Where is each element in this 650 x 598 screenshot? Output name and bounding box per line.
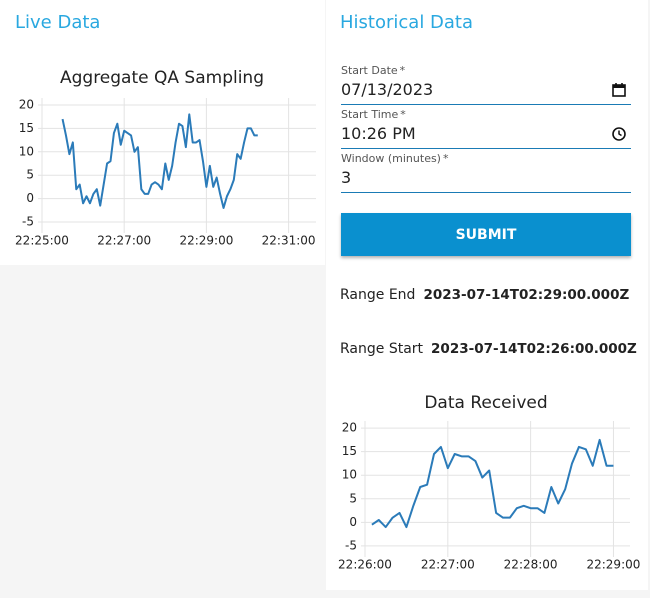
calendar-icon[interactable] <box>611 82 627 98</box>
live-panel: Live Data <box>0 0 325 265</box>
required-mark: * <box>400 108 406 121</box>
field-label: Start Date * <box>341 64 405 77</box>
required-mark: * <box>442 152 449 165</box>
range-value: 2023-07-14T02:26:00.000Z <box>431 341 637 357</box>
submit-button[interactable]: SUBMIT <box>341 213 631 256</box>
time-field[interactable]: Start Time * 10:26 PM <box>341 108 631 149</box>
field-value: 3 <box>341 168 352 187</box>
date-field[interactable]: Start Date * 07/13/2023 <box>341 64 631 105</box>
clock-icon[interactable] <box>611 126 627 142</box>
panel-title: Live Data <box>15 12 101 33</box>
range-end: Range End 2023-07-14T02:29:00.000Z <box>340 287 629 303</box>
label-text: Start Time <box>341 108 399 121</box>
label-text: Start Date <box>341 64 398 77</box>
range-value: 2023-07-14T02:29:00.000Z <box>423 287 630 303</box>
label-text: Window (minutes) <box>341 152 441 165</box>
field-value: 07/13/2023 <box>341 80 434 99</box>
window-field[interactable]: Window (minutes) * 3 <box>341 152 631 193</box>
range-label: Range End <box>340 287 416 303</box>
range-start: Range Start 2023-07-14T02:26:00.000Z <box>340 341 637 357</box>
field-label: Start Time * <box>341 108 406 121</box>
panel-title: Historical Data <box>340 12 474 33</box>
field-value: 10:26 PM <box>341 124 416 143</box>
field-label: Window (minutes) * <box>341 152 448 165</box>
required-mark: * <box>399 64 406 77</box>
range-label: Range Start <box>340 341 424 357</box>
